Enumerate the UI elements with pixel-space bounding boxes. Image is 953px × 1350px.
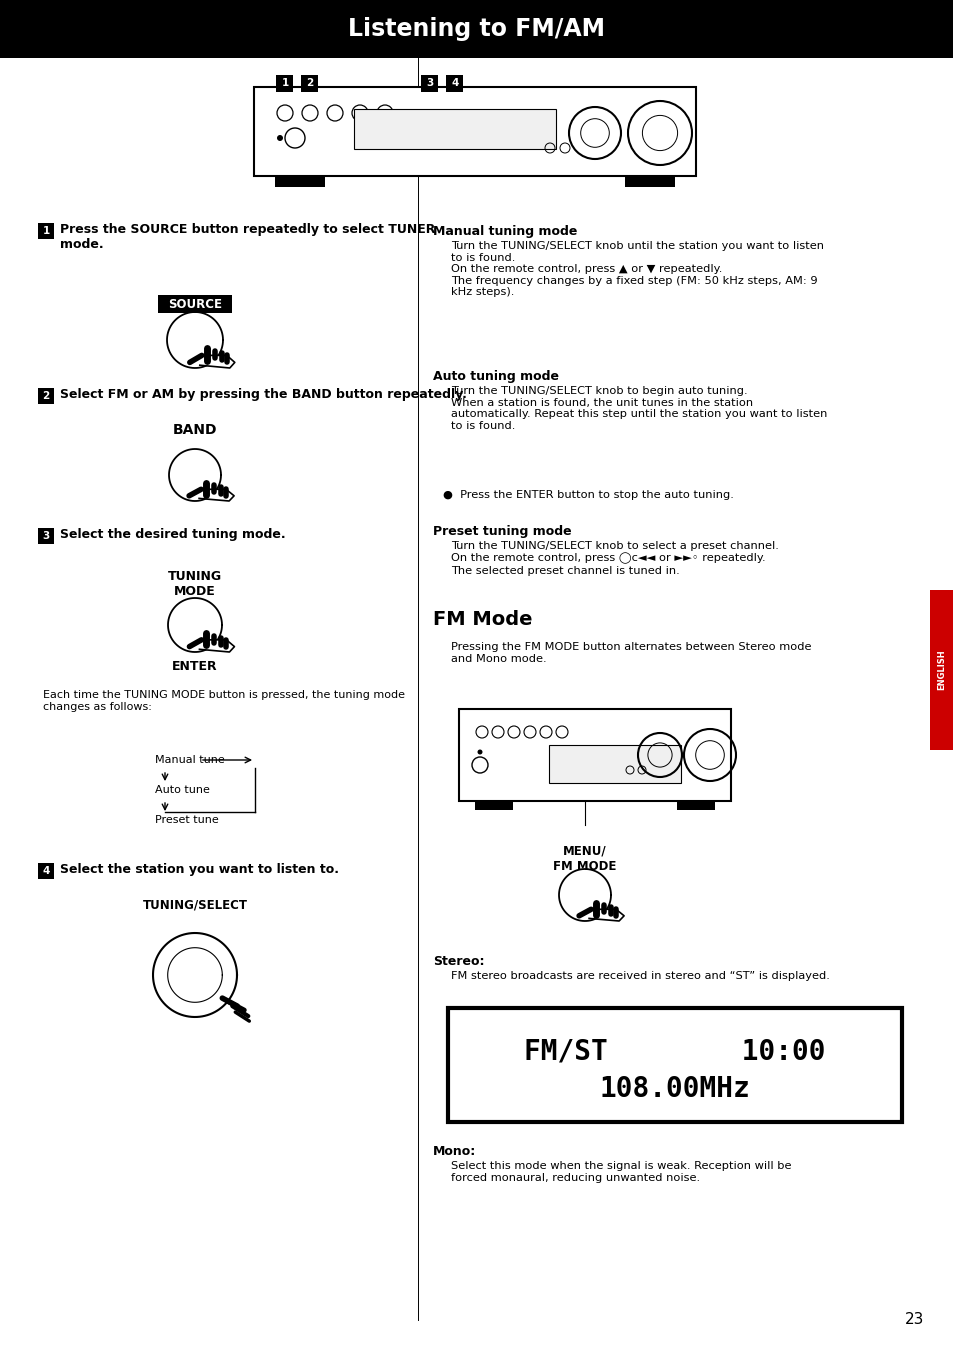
Text: 23: 23 bbox=[904, 1312, 923, 1327]
Text: Each time the TUNING MODE button is pressed, the tuning mode
changes as follows:: Each time the TUNING MODE button is pres… bbox=[43, 690, 405, 711]
Text: Manual tune: Manual tune bbox=[154, 755, 225, 765]
Text: 2: 2 bbox=[42, 392, 50, 401]
Bar bbox=[38, 387, 54, 404]
Polygon shape bbox=[199, 489, 233, 501]
Text: 1: 1 bbox=[42, 225, 50, 236]
Polygon shape bbox=[199, 355, 234, 369]
Text: Auto tune: Auto tune bbox=[154, 784, 210, 795]
Bar bbox=[475, 801, 513, 810]
Bar bbox=[677, 801, 714, 810]
Text: TUNING/SELECT: TUNING/SELECT bbox=[142, 899, 247, 911]
Text: Auto tuning mode: Auto tuning mode bbox=[433, 370, 558, 383]
Text: SOURCE: SOURCE bbox=[168, 297, 222, 310]
Text: Select the desired tuning mode.: Select the desired tuning mode. bbox=[60, 528, 285, 541]
Text: Select the station you want to listen to.: Select the station you want to listen to… bbox=[60, 863, 338, 876]
Text: FM Mode: FM Mode bbox=[433, 610, 532, 629]
Bar bbox=[446, 76, 462, 92]
Text: ENTER: ENTER bbox=[172, 660, 217, 674]
Circle shape bbox=[477, 749, 482, 755]
Text: Mono:: Mono: bbox=[433, 1145, 476, 1158]
Bar bbox=[301, 76, 317, 92]
Text: Select FM or AM by pressing the BAND button repeatedly.: Select FM or AM by pressing the BAND but… bbox=[60, 387, 466, 401]
Bar bbox=[275, 76, 293, 92]
Text: Select this mode when the signal is weak. Reception will be
forced monaural, red: Select this mode when the signal is weak… bbox=[451, 1161, 791, 1183]
Text: ENGLISH: ENGLISH bbox=[937, 649, 945, 690]
FancyBboxPatch shape bbox=[354, 109, 556, 148]
Text: Turn the TUNING/SELECT knob to select a preset channel.
On the remote control, p: Turn the TUNING/SELECT knob to select a … bbox=[451, 541, 778, 576]
Text: 4: 4 bbox=[42, 865, 50, 876]
Bar bbox=[929, 590, 953, 751]
Text: Preset tuning mode: Preset tuning mode bbox=[433, 525, 571, 539]
Text: 2: 2 bbox=[306, 78, 314, 88]
Text: Listening to FM/AM: Listening to FM/AM bbox=[348, 18, 605, 40]
Text: Manual tuning mode: Manual tuning mode bbox=[433, 225, 577, 238]
Bar bbox=[38, 528, 54, 544]
Bar bbox=[420, 76, 437, 92]
Text: MENU/
FM MODE: MENU/ FM MODE bbox=[553, 845, 616, 873]
Text: Turn the TUNING/SELECT knob until the station you want to listen
to is found.
On: Turn the TUNING/SELECT knob until the st… bbox=[451, 242, 823, 297]
Bar bbox=[38, 223, 54, 239]
Text: 108.00MHz: 108.00MHz bbox=[599, 1075, 750, 1103]
Bar bbox=[158, 296, 232, 313]
Text: 1: 1 bbox=[281, 78, 289, 88]
FancyBboxPatch shape bbox=[253, 86, 696, 176]
FancyBboxPatch shape bbox=[548, 745, 680, 783]
FancyBboxPatch shape bbox=[448, 1008, 901, 1122]
Text: ●  Press the ENTER button to stop the auto tuning.: ● Press the ENTER button to stop the aut… bbox=[442, 490, 733, 500]
Text: 4: 4 bbox=[451, 78, 458, 88]
FancyBboxPatch shape bbox=[458, 709, 730, 801]
Text: 3: 3 bbox=[42, 531, 50, 541]
Bar bbox=[624, 176, 675, 188]
Bar bbox=[0, 0, 953, 58]
Circle shape bbox=[276, 135, 283, 140]
Text: BAND: BAND bbox=[172, 423, 217, 437]
Text: FM/ST        10:00: FM/ST 10:00 bbox=[524, 1038, 825, 1065]
Text: Pressing the FM MODE button alternates between Stereo mode
and Mono mode.: Pressing the FM MODE button alternates b… bbox=[451, 643, 811, 664]
Text: Preset tune: Preset tune bbox=[154, 815, 218, 825]
Text: 3: 3 bbox=[426, 78, 434, 88]
Text: FM stereo broadcasts are received in stereo and “ST” is displayed.: FM stereo broadcasts are received in ste… bbox=[451, 971, 829, 981]
Text: Press the SOURCE button repeatedly to select TUNER
mode.: Press the SOURCE button repeatedly to se… bbox=[60, 223, 435, 251]
Text: TUNING
MODE: TUNING MODE bbox=[168, 570, 222, 598]
Polygon shape bbox=[589, 910, 623, 921]
Text: Stereo:: Stereo: bbox=[433, 954, 484, 968]
Text: Turn the TUNING/SELECT knob to begin auto tuning.
When a station is found, the u: Turn the TUNING/SELECT knob to begin aut… bbox=[451, 386, 826, 431]
Bar bbox=[38, 863, 54, 879]
Bar bbox=[274, 176, 325, 188]
Polygon shape bbox=[199, 640, 234, 652]
